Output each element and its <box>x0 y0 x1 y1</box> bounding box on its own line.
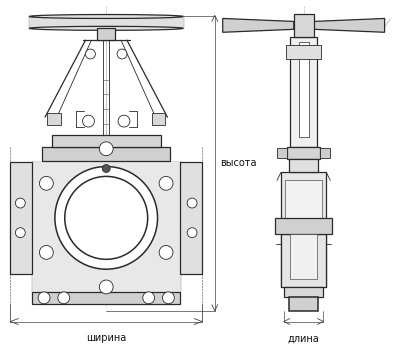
Circle shape <box>82 115 94 127</box>
Bar <box>281 234 326 287</box>
Bar <box>152 113 166 125</box>
Circle shape <box>159 246 173 259</box>
Circle shape <box>99 280 113 294</box>
Bar <box>290 234 318 279</box>
Circle shape <box>187 228 197 238</box>
Circle shape <box>40 176 53 190</box>
Bar <box>286 45 322 59</box>
Circle shape <box>99 142 113 156</box>
Bar <box>97 28 115 40</box>
Bar <box>29 17 183 28</box>
Bar <box>180 162 202 274</box>
Circle shape <box>102 165 110 172</box>
Bar <box>42 147 170 161</box>
Text: высота: высота <box>220 158 256 168</box>
Bar <box>287 147 320 158</box>
Circle shape <box>38 292 50 304</box>
Circle shape <box>187 198 197 208</box>
Circle shape <box>143 292 154 304</box>
Circle shape <box>40 246 53 259</box>
Bar <box>289 297 318 311</box>
Bar <box>290 37 318 147</box>
Circle shape <box>16 198 25 208</box>
Circle shape <box>16 228 25 238</box>
Bar <box>284 287 323 297</box>
Bar <box>32 161 180 292</box>
Circle shape <box>65 176 148 259</box>
Text: длина: длина <box>288 333 320 343</box>
Circle shape <box>159 176 173 190</box>
Bar <box>275 218 332 234</box>
Circle shape <box>58 292 70 304</box>
Polygon shape <box>223 18 294 32</box>
Circle shape <box>86 49 95 59</box>
Circle shape <box>118 115 130 127</box>
Polygon shape <box>314 18 384 32</box>
Bar <box>32 292 180 304</box>
Bar <box>289 158 318 172</box>
Ellipse shape <box>29 15 183 18</box>
Bar <box>52 135 160 147</box>
Circle shape <box>55 166 158 269</box>
Bar <box>320 148 330 158</box>
Ellipse shape <box>29 26 183 30</box>
Bar <box>277 148 287 158</box>
Bar <box>10 162 32 274</box>
Bar <box>299 42 308 137</box>
Bar <box>285 180 322 279</box>
Text: ширина: ширина <box>86 333 126 343</box>
Circle shape <box>162 292 174 304</box>
Bar <box>281 172 326 287</box>
Circle shape <box>117 49 127 59</box>
Bar <box>294 13 314 37</box>
Bar <box>47 113 61 125</box>
